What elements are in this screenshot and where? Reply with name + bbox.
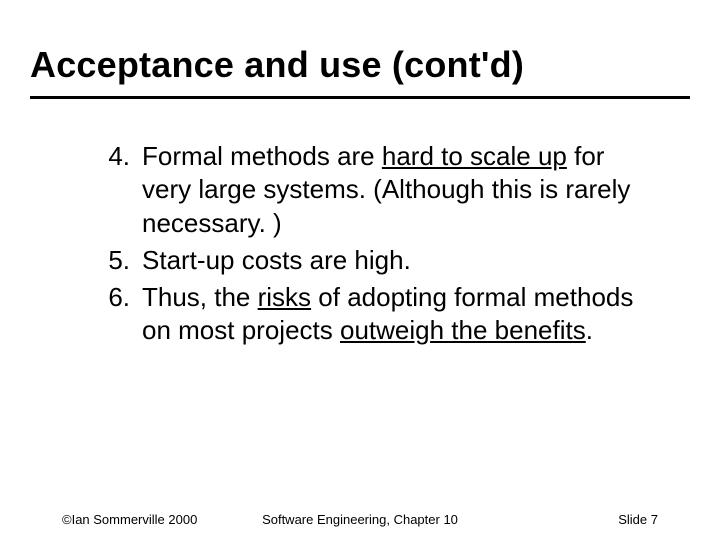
underlined-text: risks [258, 282, 311, 312]
list-item: 4. Formal methods are hard to scale up fo… [90, 140, 650, 240]
list-item-number: 5. [90, 244, 130, 277]
title-underline [30, 96, 690, 99]
text-segment: Thus, the [142, 282, 258, 312]
underlined-text: outweigh the benefits [340, 315, 586, 345]
list-item-number: 4. [90, 140, 130, 173]
text-segment: Formal methods are [142, 141, 382, 171]
slide-body: 4. Formal methods are hard to scale up fo… [90, 140, 650, 352]
slide-title: Acceptance and use (cont'd) [30, 44, 524, 86]
slide: Acceptance and use (cont'd) 4. Formal met… [0, 0, 720, 540]
text-segment: Start-up costs are high. [142, 245, 411, 275]
list-item-text: Thus, the risks of adopting formal metho… [142, 282, 633, 345]
text-segment: . [586, 315, 593, 345]
list-item: 5. Start-up costs are high. [90, 244, 650, 277]
footer-slide-number: Slide 7 [618, 512, 658, 527]
footer-slide-num: 7 [651, 512, 658, 527]
footer-center-text: Software Engineering, Chapter 10 [0, 512, 720, 527]
list-item-text: Formal methods are hard to scale up for … [142, 141, 630, 238]
numbered-list: 4. Formal methods are hard to scale up fo… [90, 140, 650, 348]
underlined-text: hard to scale up [382, 141, 567, 171]
list-item-number: 6. [90, 281, 130, 314]
list-item-text: Start-up costs are high. [142, 245, 411, 275]
list-item: 6. Thus, the risks of adopting formal met… [90, 281, 650, 348]
footer-slide-label: Slide [618, 512, 647, 527]
